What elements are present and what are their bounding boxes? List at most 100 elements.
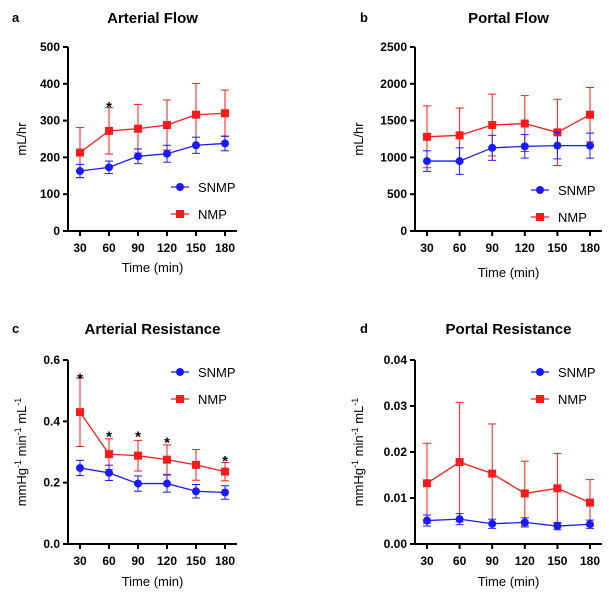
legend-marker	[176, 210, 184, 218]
series-line	[79, 467, 226, 494]
x-tick-label: 90	[486, 241, 500, 255]
legend-marker	[176, 368, 184, 376]
series-line	[79, 112, 226, 154]
legend-label: NMP	[558, 210, 587, 225]
data-point	[163, 121, 171, 130]
y-tick-label: 0.04	[384, 353, 408, 367]
x-tick-label: 120	[157, 554, 177, 568]
panel-letter: d	[360, 321, 368, 336]
data-point	[105, 468, 113, 477]
data-point	[586, 520, 594, 529]
x-axis-label: Time (min)	[122, 260, 184, 275]
legend-label: SNMP	[558, 365, 596, 380]
y-tick-label: 0.01	[384, 491, 408, 505]
data-point	[520, 489, 529, 498]
x-tick-label: 120	[515, 241, 535, 255]
legend-marker	[536, 368, 544, 376]
data-point	[221, 467, 229, 476]
y-tick-label: 0.03	[384, 399, 408, 413]
y-tick-label: 2500	[380, 40, 407, 54]
x-tick-label: 90	[131, 554, 145, 568]
data-point	[105, 126, 113, 135]
data-point	[455, 131, 464, 140]
chart-title: Portal Resistance	[446, 321, 572, 338]
y-tick-label: 400	[40, 77, 60, 91]
data-point	[553, 141, 562, 150]
y-axis-label: mL/hr	[351, 122, 366, 156]
legend: SNMP NMP	[531, 365, 596, 407]
y-tick-label: 500	[40, 40, 60, 54]
x-tick-label: 180	[215, 554, 235, 568]
x-tick-label: 90	[131, 241, 145, 255]
legend: SNMP NMP	[531, 183, 596, 225]
x-tick-label: 30	[73, 554, 87, 568]
data-point	[488, 121, 497, 130]
legend-label: SNMP	[198, 365, 236, 380]
legend-marker	[536, 395, 544, 403]
x-tick-label: 30	[420, 554, 434, 568]
series-nmp	[423, 86, 594, 169]
x-tick-label: 30	[420, 241, 434, 255]
legend: SNMP NMP	[171, 365, 236, 407]
x-tick-label: 30	[73, 241, 87, 255]
data-point	[163, 455, 171, 464]
y-tick-label: 1500	[380, 114, 407, 128]
y-tick-label: 0.00	[384, 537, 408, 551]
data-point	[553, 522, 562, 531]
y-tick-label: 300	[40, 114, 60, 128]
series-nmp	[76, 377, 229, 482]
legend: SNMP NMP	[171, 180, 236, 222]
data-point	[192, 141, 200, 150]
y-tick-label: 1000	[380, 150, 407, 164]
series-nmp	[76, 82, 229, 179]
y-axis-label: mmHg-1 min-1 mL-1	[350, 398, 366, 507]
significance-star: *	[135, 429, 141, 446]
data-point	[134, 152, 142, 161]
x-tick-label: 90	[486, 554, 500, 568]
legend-marker	[176, 395, 184, 403]
y-tick-label: 100	[40, 187, 60, 201]
series-snmp	[423, 513, 594, 531]
panel-arterial-flow: a Arterial Flow 0 100 200 300 400 500 30 60 90 120 1…	[12, 10, 237, 275]
y-tick-label: 0.02	[384, 445, 408, 459]
y-tick-label: 0.6	[43, 353, 60, 367]
data-point	[76, 408, 84, 417]
y-tick-label: 0	[53, 224, 60, 238]
y-tick-label: 200	[40, 150, 60, 164]
x-tick-label: 60	[453, 554, 467, 568]
data-point	[192, 460, 200, 469]
data-point	[488, 143, 497, 152]
data-point	[520, 119, 529, 128]
series-line	[426, 114, 591, 138]
series-snmp	[76, 135, 229, 179]
chart-title: Portal Flow	[468, 10, 549, 27]
data-point	[455, 157, 464, 166]
data-point	[221, 139, 229, 148]
x-tick-label: 120	[157, 241, 177, 255]
data-point	[163, 149, 171, 158]
significance-star: *	[164, 435, 170, 452]
significance-star: *	[222, 453, 228, 470]
legend-marker	[536, 186, 544, 194]
x-axis-label: Time (min)	[478, 265, 540, 280]
data-point	[105, 450, 113, 459]
data-point	[586, 110, 594, 119]
data-point	[586, 141, 594, 150]
series-snmp	[423, 131, 594, 175]
data-point	[586, 498, 594, 507]
x-tick-label: 180	[580, 554, 600, 568]
panel-letter: c	[12, 321, 19, 336]
legend-label: NMP	[198, 392, 227, 407]
x-tick-label: 60	[102, 554, 116, 568]
panel-portal-flow: b Portal Flow 0 500 1000 1500 2000 2500 30 60 90 12…	[351, 10, 602, 280]
data-point	[76, 167, 84, 176]
significance-star: *	[77, 370, 83, 387]
x-tick-label: 120	[515, 554, 535, 568]
series-line	[79, 142, 226, 172]
data-point	[455, 515, 464, 524]
legend-label: SNMP	[198, 180, 236, 195]
x-axis-label: Time (min)	[478, 574, 540, 589]
legend-label: NMP	[198, 207, 227, 222]
chart-title: Arterial Flow	[107, 10, 198, 27]
y-tick-label: 0	[400, 224, 407, 238]
